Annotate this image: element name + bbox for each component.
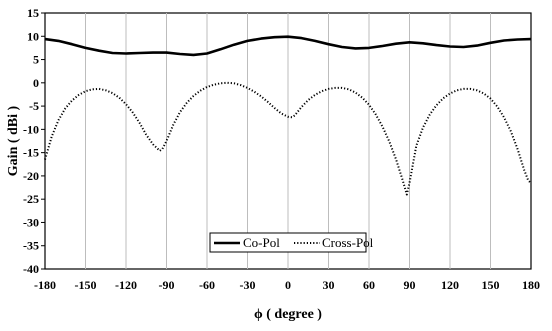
x-tick-label: -180 (34, 278, 56, 292)
series-line-co-pol (44, 35, 532, 57)
x-tick-label: 120 (441, 278, 459, 292)
x-tick-label: 30 (323, 278, 335, 292)
y-tick-label: -25 (23, 192, 39, 206)
legend: Co-Pol Cross-Pol (209, 232, 374, 253)
x-tick-label: 0 (285, 278, 291, 292)
gridlines (85, 13, 491, 269)
y-tick-label: 10 (27, 29, 39, 43)
y-tick-label: 15 (27, 6, 39, 20)
series-line-cross-pol (44, 81, 532, 196)
y-tick-label: -30 (23, 215, 39, 229)
x-axis-title: ϕ ( degree ) (254, 307, 322, 322)
legend-label-co-pol: Co-Pol (243, 235, 280, 250)
y-tick-label: 5 (33, 53, 39, 67)
y-axis-title: Gain ( dBi ) (6, 105, 21, 176)
x-tick-label: 90 (404, 278, 416, 292)
x-tick-label: 60 (363, 278, 375, 292)
x-tick-label: -30 (240, 278, 256, 292)
x-tick-label: -150 (75, 278, 97, 292)
y-tick-label: -20 (23, 169, 39, 183)
y-tick-labels: 15 10 5 0 -5 -10 -15 -20 -25 -30 -35 -40 (23, 6, 45, 276)
y-tick-label: -5 (29, 99, 39, 113)
x-tick-label: 150 (482, 278, 500, 292)
x-tick-label: -60 (199, 278, 215, 292)
legend-box (209, 232, 367, 253)
x-tick-label: 180 (522, 278, 540, 292)
y-tick-label: -40 (23, 262, 39, 276)
x-tick-label: -90 (159, 278, 175, 292)
x-tick-labels: -180 -150 -120 -90 -60 -30 0 30 60 90 120 150 180 (34, 278, 540, 292)
series-lines (44, 35, 532, 196)
x-tick-label: -120 (115, 278, 137, 292)
y-tick-label: -10 (23, 122, 39, 136)
y-tick-label: -35 (23, 239, 39, 253)
legend-label-cross-pol: Cross-Pol (322, 235, 374, 250)
y-tick-label: 0 (33, 76, 39, 90)
y-tick-label: -15 (23, 146, 39, 160)
